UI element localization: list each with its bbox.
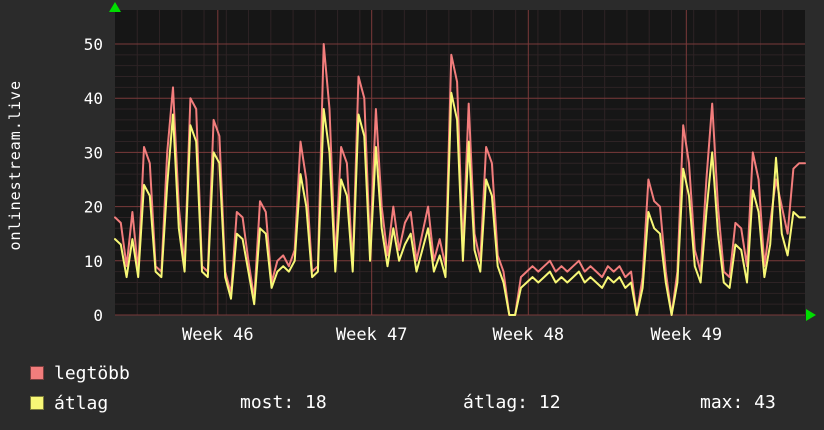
stat-most: most: 18: [240, 392, 327, 413]
svg-text:40: 40: [84, 89, 103, 108]
legtobb-swatch-icon: [30, 366, 44, 380]
atlag-label: átlag: [54, 392, 109, 414]
svg-text:Week 46: Week 46: [182, 325, 254, 345]
svg-text:0: 0: [93, 306, 103, 325]
svg-text:Week 47: Week 47: [336, 325, 408, 345]
legend-row-atlag: átlag: [30, 392, 108, 414]
atlag-swatch-icon: [30, 396, 44, 410]
legtobb-label: legtöbb: [54, 362, 130, 384]
svg-text:20: 20: [84, 198, 103, 217]
svg-text:30: 30: [84, 143, 103, 162]
stat-atlag: átlag: 12: [463, 392, 561, 413]
legend-row-legtobb: legtöbb: [30, 362, 130, 384]
svg-text:Week 49: Week 49: [650, 325, 722, 345]
stat-max: max: 43: [700, 392, 776, 413]
svg-text:50: 50: [84, 35, 103, 54]
svg-text:10: 10: [84, 252, 103, 271]
svg-text:Week 48: Week 48: [492, 325, 564, 345]
traffic-chart: 0 10 20 30 40 50 Week 46 Week 47 Week 48 Week 49: [84, 2, 816, 345]
